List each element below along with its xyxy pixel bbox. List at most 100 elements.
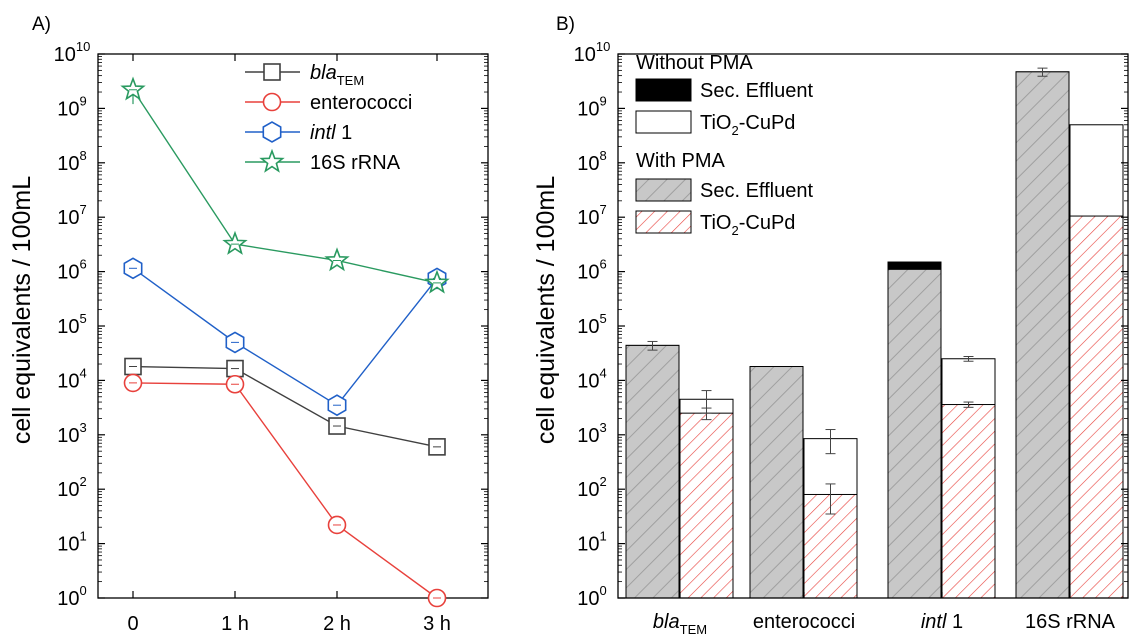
y-tick-label: 107 [57,202,86,229]
bar [887,268,942,599]
legend-entry: 16S rRNA [245,148,401,174]
y-tick-label: 104 [577,365,606,392]
legend-label: Sec. Effluent [700,180,813,202]
y-tick-base: 10 [577,479,599,501]
legend-label-sub: 2 [731,223,738,238]
y-tick-base: 10 [57,370,79,392]
y-tick-label: 106 [57,257,86,284]
series-16s-rrna [120,76,450,294]
y-tick-base: 10 [57,425,79,447]
legend-group-title: With PMA [636,150,726,172]
data-point [120,76,146,101]
y-tick-label: 102 [577,474,606,501]
x-tick-label: enterococci [753,611,855,633]
panel-b-plot-area: 1001011021031041051061071081091010blaTEM… [574,39,1129,636]
legend-entry: Sec. Effluent [635,178,813,202]
legend-label-main: TiO [700,212,731,234]
legend-label: 16S rRNA [310,152,401,174]
y-tick-label: 101 [57,529,86,556]
panel-a-y-axis-label: cell equivalents / 100mL [8,176,36,444]
y-tick-label: 108 [577,148,606,175]
y-tick-label: 104 [57,365,86,392]
series-line [132,382,438,599]
y-tick-base: 10 [57,588,79,610]
legend-entry: TiO2-CuPd [635,210,795,238]
y-tick-base: 10 [57,534,79,556]
y-tick-label: 101 [577,529,606,556]
y-tick-label: 103 [57,420,86,447]
y-tick-base: 10 [577,153,599,175]
x-tick-label: 2 h [323,613,351,635]
legend-entry: enterococci [245,92,412,114]
y-tick-label: 100 [577,583,606,610]
y-tick-label: 105 [57,311,86,338]
legend-label-main: TiO [700,112,731,134]
x-tick-label-main: intl [921,611,947,633]
y-tick-base: 10 [57,316,79,338]
y-tick-exponent: 8 [600,148,607,163]
error-bar [1037,67,1048,77]
y-tick-exponent: 9 [80,93,87,108]
y-tick-base: 10 [577,316,599,338]
error-bar [825,483,836,515]
error-bar [963,401,974,408]
y-tick-exponent: 1 [80,529,87,544]
legend-label: enterococci [310,92,412,114]
y-tick-base: 10 [577,588,599,610]
y-tick-exponent: 8 [80,148,87,163]
legend-label-main: intl [310,122,336,144]
panel-a-line-chart: A) cell equivalents / 100mL 100101102103… [8,14,489,635]
bar [679,412,734,599]
y-tick-exponent: 2 [80,474,87,489]
bar [1069,215,1124,599]
series-line [132,267,438,407]
y-tick-exponent: 3 [80,420,87,435]
x-tick-label-tail: 1 [946,611,963,633]
y-tick-exponent: 6 [80,257,87,272]
error-bar [701,407,712,421]
y-tick-base: 10 [577,98,599,120]
y-tick-exponent: 6 [600,257,607,272]
bar [749,366,804,599]
x-tick-label: 16S rRNA [1025,611,1116,633]
y-tick-label: 103 [577,420,606,447]
y-tick-exponent: 3 [600,420,607,435]
y-tick-base: 10 [574,44,596,66]
legend-marker [262,121,282,143]
y-tick-exponent: 5 [80,311,87,326]
legend-label: TiO2-CuPd [700,112,795,138]
error-bar [647,340,658,351]
legend-label-sub: TEM [337,73,364,88]
x-tick-label-main: 16S rRNA [1025,611,1116,633]
data-point [222,230,248,255]
legend-swatch [635,110,692,134]
legend-entry: intl 1 [245,121,353,144]
x-tick-label-sub: TEM [680,622,707,636]
y-tick-exponent: 0 [80,583,87,598]
legend-label-tail: -CuPd [739,112,796,134]
error-bar [825,429,836,455]
y-tick-base: 10 [57,153,79,175]
y-tick-label: 1010 [574,39,611,66]
y-tick-base: 10 [577,425,599,447]
y-tick-base: 10 [57,262,79,284]
y-tick-base: 10 [577,534,599,556]
panel-a-legend: blaTEM enterococci intl 1 16S rRNA [245,62,412,174]
y-tick-label: 1010 [54,39,91,66]
panel-b-bar-chart: B) cell equivalents / 100mL 100101102103… [532,14,1129,636]
x-tick-label: 0 [127,613,138,635]
legend-entry: TiO2-CuPd [635,110,795,138]
legend-label-tail: 1 [336,122,353,144]
data-point [324,247,350,272]
x-tick-label: blaTEM [653,611,707,636]
y-tick-exponent: 4 [600,365,607,380]
series-line [132,89,438,284]
y-tick-label: 109 [57,93,86,120]
y-tick-label: 106 [577,257,606,284]
legend-swatch [635,78,692,102]
x-tick-label: 1 h [221,613,249,635]
y-tick-exponent: 10 [76,39,90,54]
legend-label-main: 16S rRNA [310,152,401,174]
